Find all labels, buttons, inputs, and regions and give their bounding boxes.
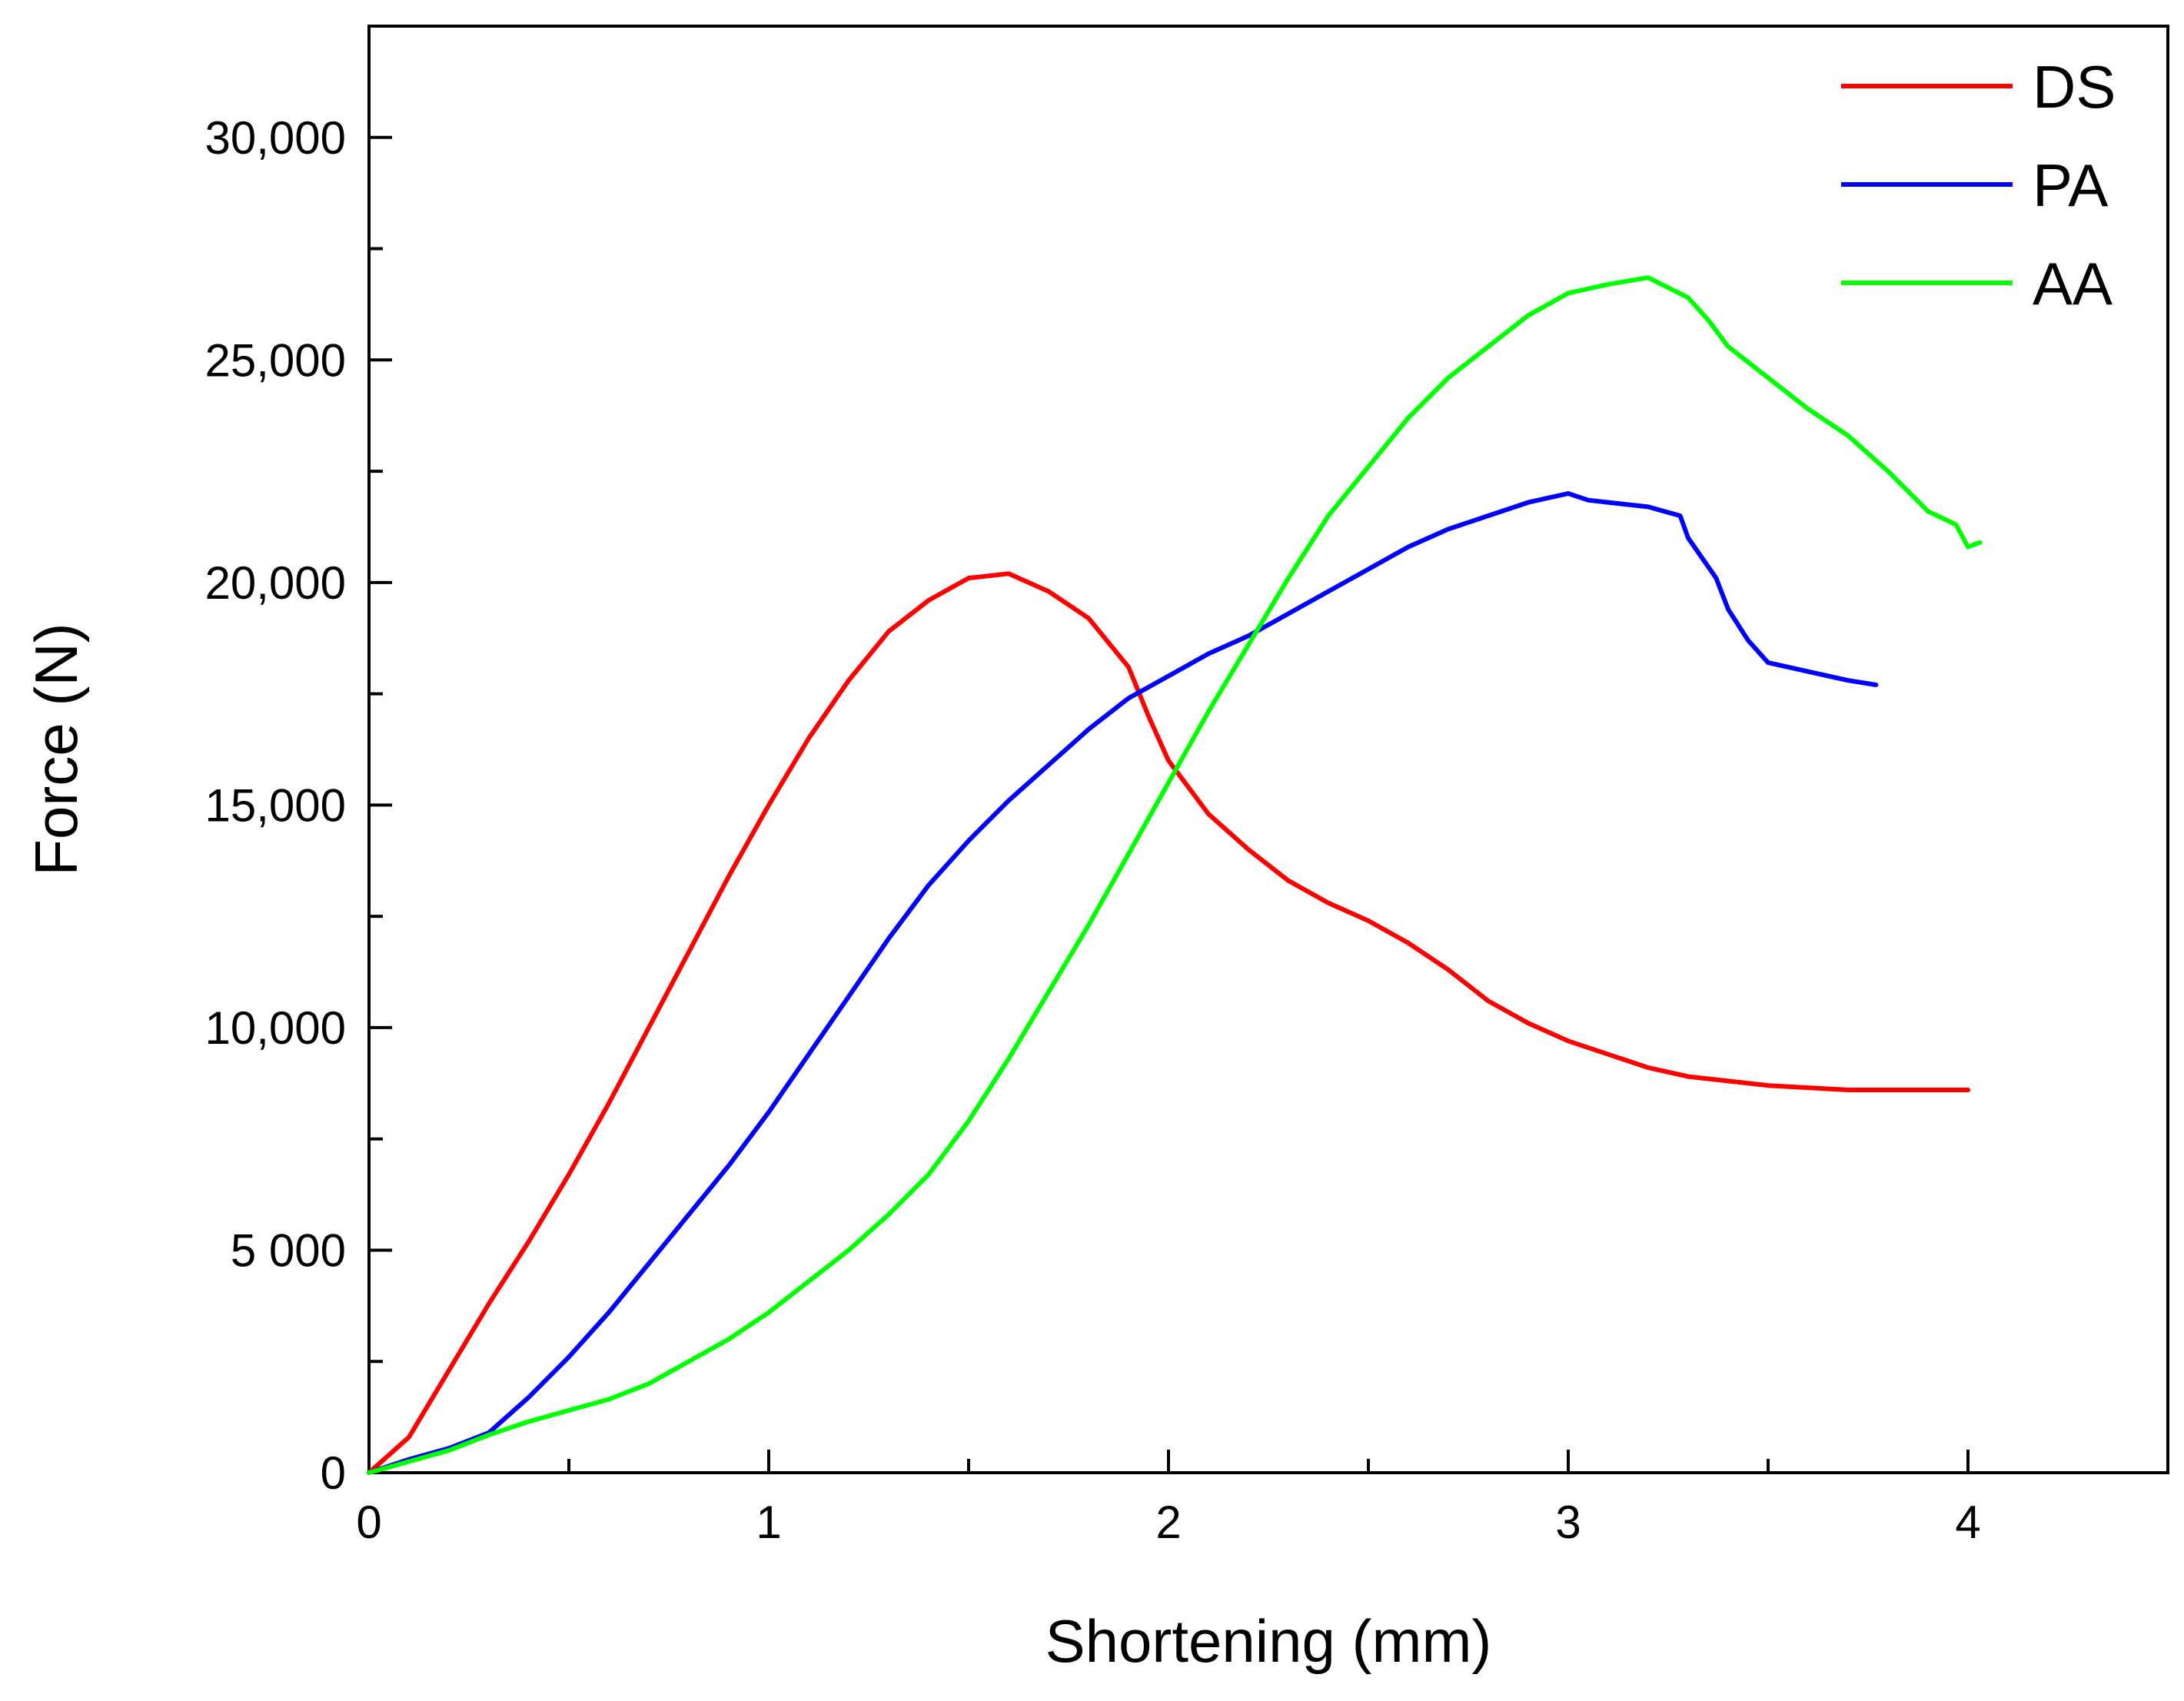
y-axis-ticks: 0 5 000 10,000 15,000 20,000 25,000 30,000 [204,25,392,1499]
y-tick-label: 25,000 [204,334,346,386]
series-line-aa [367,275,1983,1475]
legend: DS PA AA [1841,53,2116,317]
y-tick-label: 15,000 [204,779,346,831]
series-lines [367,275,1983,1475]
y-tick-label: 5 000 [231,1224,346,1276]
y-tick-label: 0 [321,1447,346,1499]
y-tick-label: 10,000 [204,1002,346,1054]
x-axis-ticks: 0 1 2 3 4 [356,1450,2169,1548]
plot-frame [367,25,2169,1474]
x-tick-label: 0 [356,1497,381,1548]
series-line-ds [367,571,1970,1475]
y-tick-label: 30,000 [204,112,346,164]
legend-label-pa: PA [2033,151,2108,219]
series-line-pa [367,491,1879,1475]
legend-label-ds: DS [2033,53,2116,121]
y-axis-title: Force (N) [22,623,90,875]
x-axis-title: Shortening (mm) [1045,1607,1492,1675]
x-tick-label: 2 [1155,1497,1181,1548]
x-tick-label: 1 [756,1497,781,1548]
x-tick-label: 3 [1555,1497,1581,1548]
legend-label-aa: AA [2033,250,2113,317]
x-tick-label: 4 [1955,1497,1980,1548]
y-tick-label: 20,000 [204,557,346,609]
